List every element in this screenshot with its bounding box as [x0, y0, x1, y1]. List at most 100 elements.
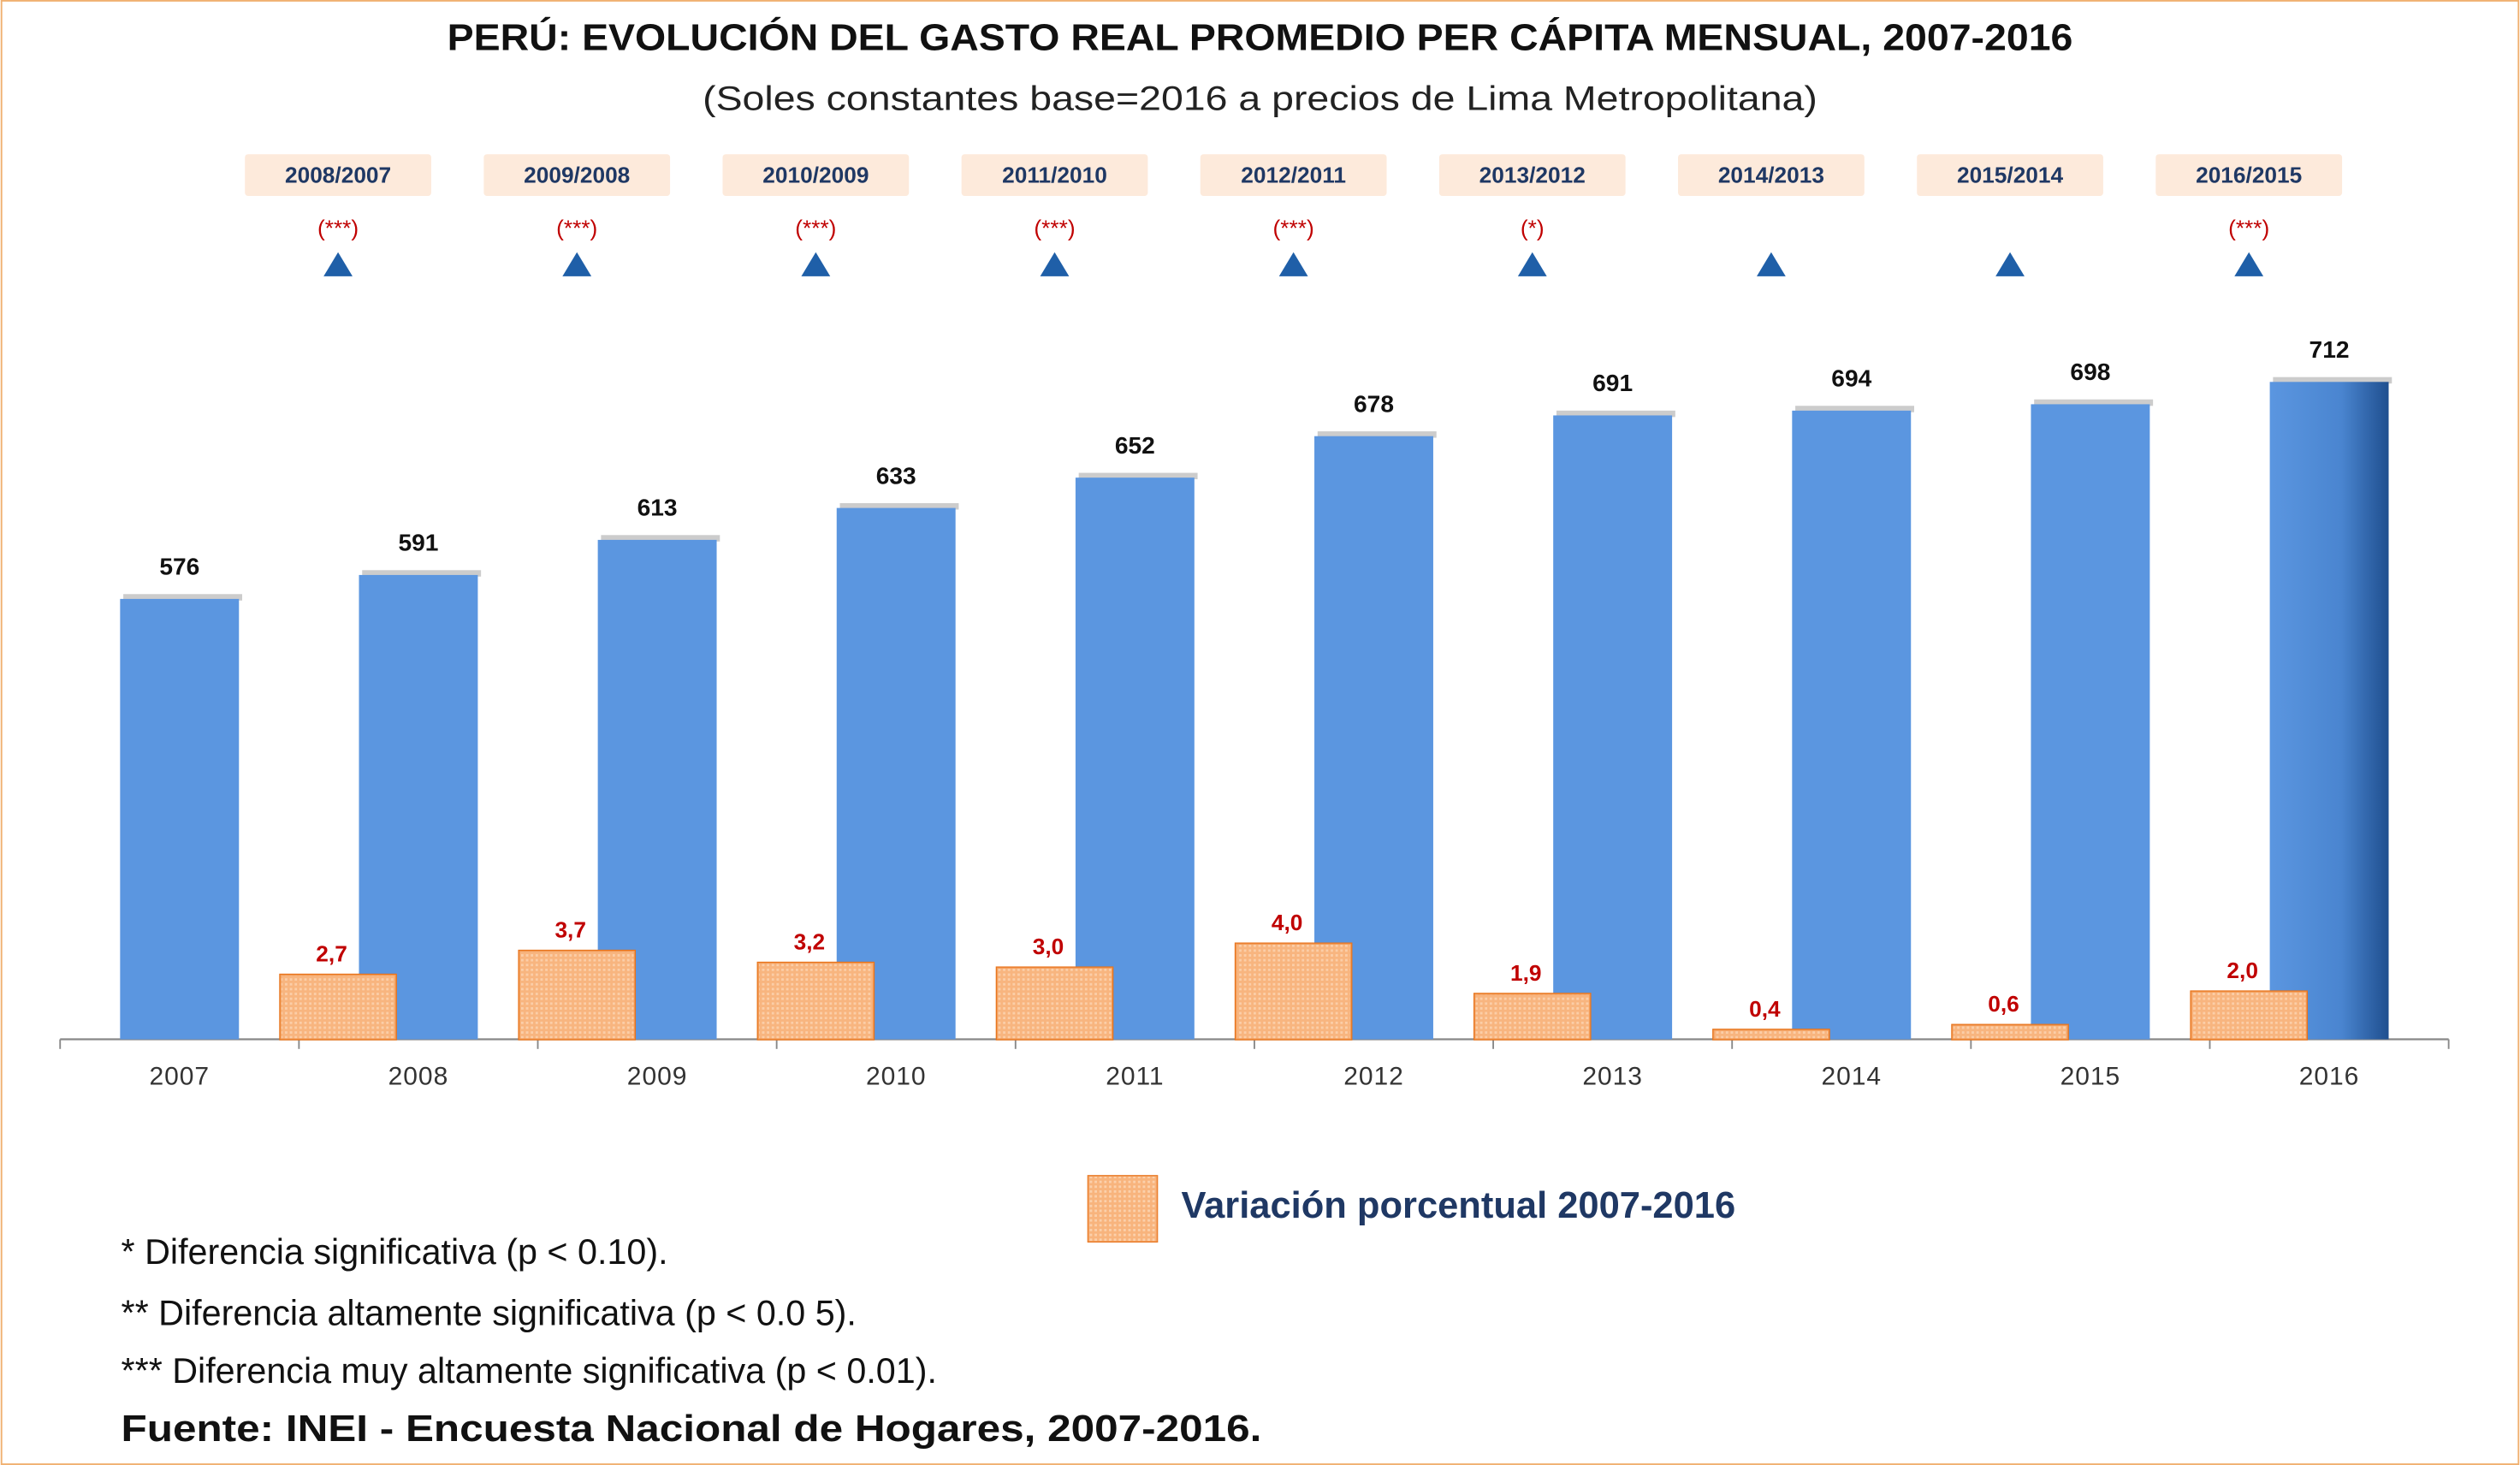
x-tick-label: 2016 — [2299, 1063, 2360, 1091]
variation-label: 4,0 — [1272, 910, 1303, 935]
bar — [1553, 415, 1673, 1040]
footnote: *** Diferencia muy altamente significati… — [122, 1351, 937, 1391]
variation-bar-tint — [280, 975, 396, 1040]
chart-subtitle: (Soles constantes base=2016 a precios de… — [703, 80, 1817, 118]
variation-label: 0,4 — [1749, 996, 1781, 1022]
variation-bar-tint — [1236, 943, 1352, 1040]
comparison-box — [1200, 154, 1387, 197]
increase-arrow — [1517, 252, 1547, 276]
variation-label: 0,6 — [1988, 991, 2019, 1017]
value-label: 694 — [1831, 365, 1871, 392]
source: Fuente: INEI - Encuesta Nacional de Hoga… — [122, 1409, 1262, 1450]
footnote: ** Diferencia altamente significativa (p… — [122, 1293, 857, 1332]
comparison-label: 2013/2012 — [1479, 162, 1586, 187]
comparison-box — [245, 154, 431, 197]
variation-label: 3,0 — [1033, 934, 1064, 959]
significance-label: (***) — [1034, 215, 1075, 240]
value-label: 591 — [398, 530, 438, 556]
increase-arrow — [562, 252, 592, 276]
x-tick-label: 2011 — [1106, 1063, 1164, 1091]
value-label: 633 — [876, 462, 916, 489]
variation-bar-tint — [519, 951, 635, 1040]
significance-label: (***) — [2228, 215, 2269, 240]
bar-shadow — [123, 594, 243, 601]
comparison-label: 2015/2014 — [1957, 162, 2064, 187]
variation-bar-tint — [1713, 1029, 1829, 1040]
bar — [359, 574, 478, 1040]
variation-bar-tint — [996, 967, 1113, 1040]
x-tick-label: 2015 — [2060, 1063, 2121, 1091]
x-tick-label: 2013 — [1582, 1063, 1643, 1091]
comparison-label: 2014/2013 — [1718, 162, 1824, 187]
variation-label: 1,9 — [1510, 960, 1542, 986]
comparison-label: 2012/2011 — [1241, 162, 1346, 187]
bar-shadow — [839, 502, 959, 510]
bar — [120, 598, 240, 1040]
increase-arrow — [1278, 252, 1308, 276]
bar — [2031, 404, 2150, 1040]
bar — [1792, 410, 1912, 1040]
variation-bar-tint — [2191, 991, 2307, 1040]
x-tick-label: 2010 — [866, 1063, 927, 1091]
comparison-box — [1438, 154, 1626, 197]
bar-shadow — [1317, 431, 1437, 438]
variation-label: 2,7 — [316, 940, 347, 966]
legend-swatch-tint — [1088, 1176, 1158, 1243]
chart-title: PERÚ: EVOLUCIÓN DEL GASTO REAL PROMEDIO … — [448, 16, 2073, 58]
value-label: 678 — [1354, 390, 1394, 417]
bar-shadow — [1078, 472, 1198, 480]
comparison-label: 2011/2010 — [1002, 162, 1107, 187]
bar-shadow — [2273, 377, 2393, 384]
increase-arrow — [1995, 252, 2025, 276]
value-label: 712 — [2310, 336, 2350, 363]
comparison-label: 2010/2009 — [762, 162, 869, 187]
variation-label: 3,7 — [554, 916, 586, 942]
increase-arrow — [2234, 252, 2264, 276]
bar — [1075, 477, 1195, 1040]
value-label: 613 — [637, 495, 678, 521]
value-label: 576 — [159, 554, 199, 580]
bar — [2269, 382, 2389, 1040]
increase-arrow — [323, 252, 353, 276]
comparison-box — [722, 154, 910, 197]
bar — [1314, 436, 1433, 1040]
variation-bar-tint — [1952, 1024, 2068, 1040]
comparison-label: 2009/2008 — [524, 162, 630, 187]
legend-label: Variación porcentual 2007-2016 — [1182, 1185, 1736, 1226]
bar-shadow — [601, 535, 720, 542]
variation-label: 3,2 — [794, 928, 826, 954]
significance-label: (***) — [317, 215, 359, 240]
significance-label: (***) — [1273, 215, 1314, 240]
value-label: 652 — [1115, 432, 1155, 459]
x-tick-label: 2012 — [1343, 1063, 1404, 1091]
bar-shadow — [362, 570, 482, 577]
variation-bar-tint — [757, 963, 874, 1040]
x-tick-label: 2008 — [388, 1063, 449, 1091]
variation-bar-tint — [1474, 993, 1591, 1040]
bar — [836, 507, 956, 1040]
significance-label: (*) — [1521, 215, 1545, 240]
x-tick-label: 2007 — [150, 1063, 210, 1091]
x-tick-label: 2009 — [627, 1063, 688, 1091]
x-tick-label: 2014 — [1822, 1063, 1883, 1091]
variation-label: 2,0 — [2226, 958, 2258, 983]
increase-arrow — [1040, 252, 1070, 276]
value-label: 691 — [1592, 370, 1633, 396]
increase-arrow — [1757, 252, 1786, 276]
significance-label: (***) — [556, 215, 597, 240]
comparison-box — [1917, 154, 2103, 197]
comparison-label: 2016/2015 — [2196, 162, 2302, 187]
comparison-box — [1678, 154, 1865, 197]
comparison-label: 2008/2007 — [285, 162, 391, 187]
bar-shadow — [1795, 406, 1914, 412]
bar-shadow — [1556, 410, 1675, 418]
value-label: 698 — [2070, 359, 2110, 385]
increase-arrow — [801, 252, 831, 276]
footnote: * Diferencia significativa (p < 0.10). — [122, 1232, 668, 1272]
comparison-box — [483, 154, 671, 197]
comparison-box — [961, 154, 1148, 197]
significance-label: (***) — [795, 215, 836, 240]
bar-shadow — [2034, 399, 2154, 406]
comparison-box — [2155, 154, 2343, 197]
